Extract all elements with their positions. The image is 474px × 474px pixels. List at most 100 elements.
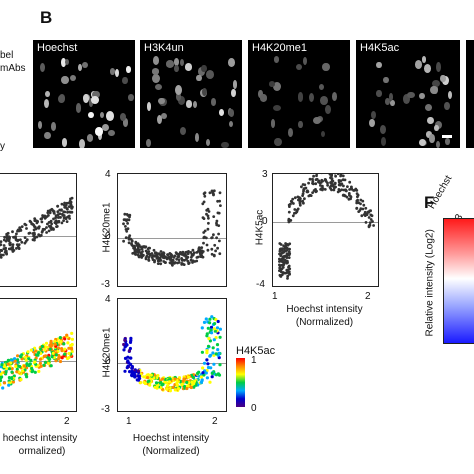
nucleus xyxy=(44,131,51,139)
scatter-point xyxy=(214,352,218,356)
scatter-point xyxy=(206,362,210,366)
scatter-point xyxy=(43,228,46,231)
scatter-point xyxy=(192,385,196,389)
scatter-point xyxy=(287,210,291,214)
scatter-point xyxy=(283,271,287,275)
scatter-point xyxy=(287,256,291,259)
scatter-point xyxy=(122,348,126,352)
scatter-point xyxy=(52,210,56,213)
scatter-point xyxy=(130,369,134,373)
nucleus xyxy=(424,104,432,111)
scatter-point xyxy=(123,356,128,360)
scatter-point xyxy=(127,241,131,245)
scatter-point xyxy=(7,367,12,371)
nucleus xyxy=(221,141,229,148)
nucleus xyxy=(122,76,128,84)
scatter-point xyxy=(34,227,38,231)
nucleus xyxy=(175,91,182,102)
nucleus xyxy=(186,100,192,108)
scatter-point xyxy=(56,216,60,219)
scatter-point xyxy=(219,204,222,207)
nucleus xyxy=(64,58,70,65)
scatter-point xyxy=(22,364,27,368)
scatter-point xyxy=(159,259,163,262)
nucleus xyxy=(107,129,115,137)
scatter-point xyxy=(47,229,51,233)
nucleus xyxy=(88,112,94,119)
nucleus xyxy=(288,128,294,138)
nucleus xyxy=(443,101,450,111)
scatter-point xyxy=(60,356,64,360)
scatter-point xyxy=(195,251,199,254)
scatter-point xyxy=(2,253,5,257)
scatter-point xyxy=(301,192,305,196)
scatter-point xyxy=(346,185,349,188)
top-right-ytick-min: -4 xyxy=(256,279,265,290)
scatter-point xyxy=(62,342,66,346)
nucleus xyxy=(127,94,135,102)
nucleus xyxy=(390,99,395,107)
scatter-point xyxy=(341,178,345,182)
scatter-point xyxy=(131,244,135,248)
nucleus xyxy=(146,102,152,112)
scatter-point xyxy=(278,264,282,268)
scatter-point xyxy=(58,359,63,364)
scatter-top-right-svg xyxy=(278,174,375,280)
scatter-point xyxy=(146,376,150,380)
bottom-middle-xtick-2: 2 xyxy=(212,416,218,427)
nucleus xyxy=(61,58,66,68)
scatter-point xyxy=(7,376,11,380)
scatter-point xyxy=(301,199,305,203)
scatter-point xyxy=(181,262,184,266)
scatter-point xyxy=(67,346,71,350)
scatter-point xyxy=(281,266,285,269)
scatter-point xyxy=(215,343,220,347)
nucleus xyxy=(75,103,82,114)
top-right-xtick-1: 1 xyxy=(272,291,278,302)
bottom-middle-xlabel-2: (Normalized) xyxy=(142,446,200,457)
scatter-point xyxy=(60,208,63,212)
scatter-point xyxy=(334,174,337,178)
scatter-point xyxy=(362,203,366,207)
scatter-point xyxy=(43,360,48,364)
scatter-point xyxy=(205,358,209,362)
nucleus xyxy=(174,84,182,95)
scatter-point xyxy=(127,237,131,241)
scatter-point xyxy=(190,380,194,384)
scatter-point xyxy=(333,174,336,175)
scatter-point xyxy=(2,364,6,369)
nucleus xyxy=(166,60,174,68)
scatter-point xyxy=(205,368,209,373)
scatter-point xyxy=(328,174,332,176)
nucleus xyxy=(69,74,77,81)
nucleus xyxy=(388,92,394,102)
scatter-point xyxy=(205,212,208,216)
scatter-point xyxy=(170,254,174,257)
scatter-point xyxy=(195,259,199,263)
scatter-point xyxy=(49,341,53,345)
h4k20me1-label: H4K20me1 xyxy=(252,42,308,54)
scatter-point xyxy=(200,326,204,330)
scatter-point xyxy=(361,207,365,211)
scatter-point xyxy=(0,363,4,367)
scatter-point xyxy=(162,251,165,254)
scatter-point xyxy=(20,240,24,244)
scatter-point xyxy=(25,227,28,230)
scatter-point xyxy=(134,241,138,245)
scatter-point xyxy=(70,337,74,341)
nucleus xyxy=(40,63,46,73)
nucleus xyxy=(158,97,165,104)
nucleus xyxy=(268,81,276,88)
scatter-point xyxy=(201,371,205,375)
nucleus xyxy=(91,96,99,105)
scatter-point xyxy=(302,187,306,191)
scatter-point xyxy=(293,208,297,211)
scatter-point xyxy=(218,191,222,195)
nucleus xyxy=(155,84,163,91)
scatter-point xyxy=(355,201,359,205)
scatter-bottom-middle-svg xyxy=(122,315,222,393)
scatter-point xyxy=(25,362,29,366)
scatter-point xyxy=(202,236,206,240)
scatter-point xyxy=(45,231,48,234)
nucleus xyxy=(434,120,442,129)
